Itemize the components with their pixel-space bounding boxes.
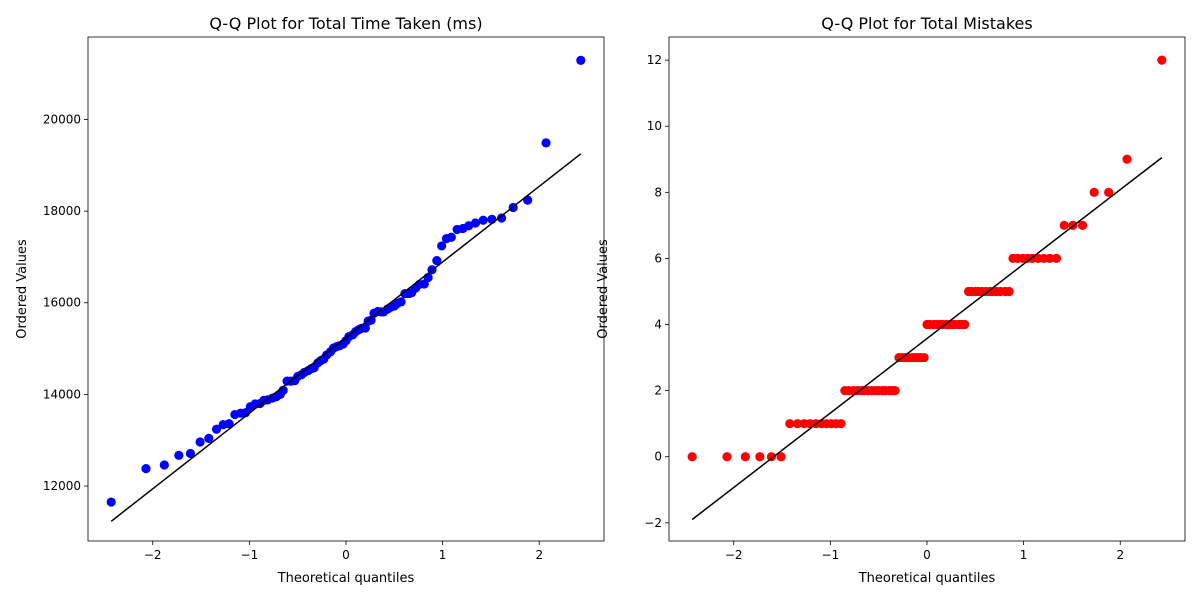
data-point [224,419,234,429]
data-point [1045,253,1055,264]
data-point [1122,154,1132,164]
data-point [159,460,169,470]
chart-title: Q-Q Plot for Total Mistakes [821,14,1032,33]
y-tick-label: 4 [654,318,662,332]
data-point [470,218,481,228]
data-point [437,241,447,251]
data-point [890,386,900,396]
data-point [687,452,697,462]
y-tick-label: 6 [654,251,662,265]
x-tick-label: 0 [923,548,931,562]
x-tick-label: −1 [822,548,840,562]
data-point [211,424,222,434]
x-tick-label: 2 [1116,548,1124,562]
data-point [1157,55,1167,65]
data-point [836,419,846,429]
data-point [576,55,586,65]
y-tick-label: 12 [647,53,662,67]
x-tick-label: −1 [241,548,259,562]
data-point [423,272,433,283]
qq-plot-mistakes: Q-Q Plot for Total Mistakes−2 −1 0 1 2−20246… [596,14,1186,586]
x-tick-label: 0 [342,548,350,562]
data-point [740,452,750,462]
y-tick-label: 14000 [43,387,81,401]
data-point [366,315,376,325]
data-point [785,419,795,429]
x-axis-label: Theoretical quantiles [277,571,415,586]
y-tick-label: 10 [647,119,662,133]
qq-plot-time-taken: Q-Q Plot for Total Time Taken (ms) −2 −1 0 1… [15,14,605,586]
y-tick-label: 2 [654,384,662,398]
y-tick-label: 18000 [43,204,81,218]
y-tick-label: 12000 [43,479,81,493]
y-tick-label: 20000 [43,112,81,126]
data-point [141,464,151,474]
data-point [496,213,507,223]
data-point [432,255,442,266]
y-axis-label: Ordered Values [596,239,611,339]
data-point [766,452,777,462]
x-tick-label: 2 [535,548,543,562]
data-point [1089,187,1099,197]
data-point [360,323,370,333]
data-point [776,452,786,462]
data-point [523,195,533,205]
fit-line [691,157,1163,521]
data-point [1059,220,1069,230]
fit-line [110,153,582,522]
x-tick-label: 1 [439,548,447,562]
x-tick-label: −2 [725,548,743,562]
data-point [446,232,456,242]
data-point [396,297,406,307]
data-point [185,448,196,459]
data-point [1104,187,1114,197]
data-point [960,319,970,330]
data-point [204,433,214,443]
x-tick-label: −2 [144,548,162,562]
y-tick-label: 8 [654,185,662,199]
data-point [792,419,803,429]
plot-frame [87,36,605,542]
y-tick-label: 0 [654,450,662,464]
data-point [541,138,551,148]
data-point [1077,220,1088,230]
data-point [174,450,184,460]
y-tick-label: −2 [644,516,662,530]
data-point [755,452,765,462]
y-axis-label: Ordered Values [15,239,30,339]
data-point [722,452,732,462]
data-point [1004,286,1014,297]
data-point [919,352,929,363]
data-point [478,215,488,225]
plot-frame [668,36,1186,542]
data-point [195,437,205,447]
x-tick-label: 1 [1020,548,1028,562]
y-tick-label: 16000 [43,296,81,310]
x-axis-label: Theoretical quantiles [858,571,996,586]
data-point [1051,253,1062,264]
chart-title: Q-Q Plot for Total Time Taken (ms) [209,14,482,33]
data-point [106,497,116,507]
